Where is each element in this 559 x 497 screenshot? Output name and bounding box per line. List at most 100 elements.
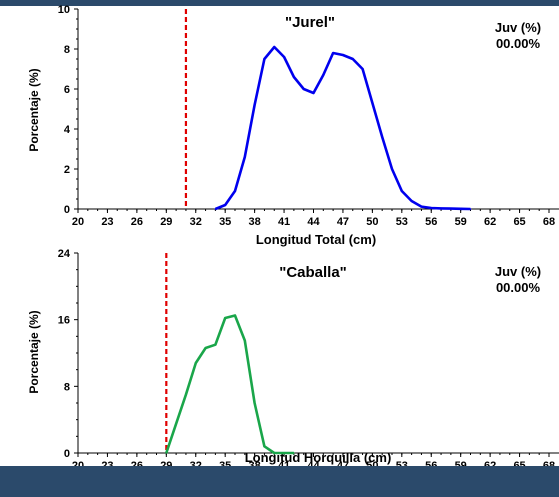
data-point <box>234 190 236 192</box>
data-point <box>342 54 344 56</box>
data-point <box>450 207 452 210</box>
data-point <box>440 207 442 210</box>
x-tick-label: 47 <box>337 216 349 228</box>
x-tick-label: 59 <box>455 216 467 228</box>
data-point <box>224 204 226 206</box>
juv-value: 00.00% <box>496 280 541 295</box>
charts-canvas: "Jurel" Juv (%) 00.00% Longitud Total (c… <box>27 4 559 466</box>
x-tick-label: 44 <box>307 460 320 466</box>
x-tick-label: 26 <box>131 460 143 466</box>
x-tick-label: 32 <box>190 460 202 466</box>
x-tick-label: 53 <box>396 460 408 466</box>
chart-jurel: "Jurel" Juv (%) 00.00% Longitud Total (c… <box>27 4 559 247</box>
chart-title: "Caballa" <box>279 264 347 281</box>
data-point <box>194 362 197 364</box>
data-point <box>263 445 266 448</box>
top-bar <box>0 0 559 6</box>
x-tick-label: 26 <box>131 216 143 228</box>
x-tick-label: 44 <box>307 216 320 228</box>
data-point <box>175 423 177 425</box>
juv-label: Juv (%) <box>495 20 541 35</box>
x-tick-label: 41 <box>278 460 290 466</box>
data-point <box>224 317 226 319</box>
data-point <box>430 207 433 209</box>
data-point <box>293 76 295 78</box>
x-tick-label: 62 <box>484 460 496 466</box>
data-point <box>263 58 266 60</box>
data-point <box>273 452 276 454</box>
data-point <box>273 46 276 48</box>
data-point <box>165 452 168 454</box>
x-tick-label: 41 <box>278 216 290 228</box>
data-point <box>214 343 217 346</box>
x-tick-label: 50 <box>366 216 378 228</box>
x-tick-label: 23 <box>101 460 113 466</box>
y-tick-label: 8 <box>64 44 70 56</box>
series-line <box>165 314 294 455</box>
x-tick-label: 53 <box>396 216 408 228</box>
data-point <box>322 74 325 76</box>
x-tick-label: 65 <box>513 216 525 228</box>
x-tick-label: 56 <box>425 216 437 228</box>
x-tick-label: 50 <box>366 460 378 466</box>
chart-title: "Jurel" <box>285 14 335 31</box>
y-axis-label: Porcentaje (%) <box>27 310 41 393</box>
x-tick-label: 29 <box>160 460 172 466</box>
data-point <box>302 88 305 90</box>
bottom-bar <box>0 466 559 497</box>
data-point <box>401 190 403 192</box>
data-point <box>253 104 256 106</box>
data-point <box>185 393 187 396</box>
data-point <box>351 58 354 60</box>
y-tick-label: 10 <box>58 4 70 16</box>
x-tick-label: 56 <box>425 460 437 466</box>
data-point <box>420 205 423 208</box>
x-axis-label: Longitud Total (cm) <box>256 232 376 247</box>
data-point <box>371 102 374 104</box>
x-tick-label: 20 <box>72 216 84 228</box>
x-tick-label: 35 <box>219 216 231 228</box>
y-tick-label: 16 <box>58 315 70 327</box>
y-tick-label: 2 <box>64 164 70 176</box>
chart-caballa: "Caballa" Juv (%) 00.00% Longitud Horqui… <box>27 248 559 466</box>
data-point <box>234 314 236 317</box>
x-tick-label: 62 <box>484 216 496 228</box>
juv-label: Juv (%) <box>495 264 541 279</box>
x-tick-label: 35 <box>219 460 231 466</box>
juv-value: 00.00% <box>496 36 541 51</box>
y-tick-label: 0 <box>64 448 70 460</box>
y-tick-label: 6 <box>64 84 70 96</box>
data-point <box>469 208 472 210</box>
x-tick-label: 65 <box>513 460 525 466</box>
y-tick-label: 24 <box>58 248 71 260</box>
y-tick-label: 8 <box>64 381 70 393</box>
x-tick-label: 68 <box>543 216 555 228</box>
data-point <box>391 168 393 170</box>
x-tick-label: 68 <box>543 460 555 466</box>
x-tick-label: 59 <box>455 460 467 466</box>
data-point <box>214 208 217 210</box>
y-axis-label: Porcentaje (%) <box>27 68 41 151</box>
data-point <box>293 452 295 454</box>
x-tick-label: 32 <box>190 216 202 228</box>
x-tick-label: 38 <box>249 216 261 228</box>
x-tick-label: 20 <box>72 460 84 466</box>
data-point <box>244 156 246 158</box>
data-point <box>332 52 334 54</box>
x-tick-label: 38 <box>249 460 261 466</box>
data-point <box>204 347 207 349</box>
x-tick-label: 47 <box>337 460 349 466</box>
data-point <box>381 136 383 138</box>
x-tick-label: 23 <box>101 216 113 228</box>
data-point <box>253 402 256 404</box>
data-point <box>283 452 285 454</box>
data-point <box>410 200 413 202</box>
data-point <box>312 92 315 94</box>
data-point <box>459 208 462 210</box>
data-point <box>244 339 246 342</box>
data-point <box>283 56 285 58</box>
y-tick-label: 0 <box>64 204 70 216</box>
series-line <box>214 45 471 211</box>
data-point <box>361 68 364 70</box>
